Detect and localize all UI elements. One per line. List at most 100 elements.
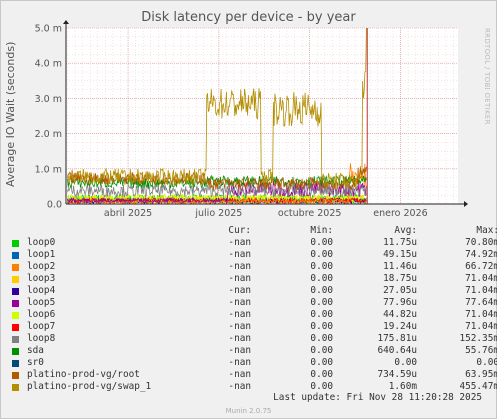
x-tick-labels: abril 2025 julio 2025 octubre 2025 enero 20… (104, 208, 428, 219)
legend-name: platino-prod-vg/swap_1 (27, 381, 152, 392)
series-lines (67, 27, 367, 205)
legend-swatch (12, 275, 19, 283)
legend-max: 71.04m (465, 285, 497, 296)
legend-name: loop3 (27, 273, 56, 284)
legend-item: loop0 -nan 0.00 11.75u 70.80m (12, 237, 497, 249)
legend-header: Cur: Min: Avg: Max: (12, 225, 497, 237)
legend-header-avg: Avg: (394, 225, 417, 236)
legend-max: 71.04m (465, 273, 497, 284)
legend-min: 0.00 (310, 357, 333, 368)
legend-min: 0.00 (310, 381, 333, 392)
legend-item: platino-prod-vg/swap_1 -nan 0.00 1.60m 455.4… (12, 381, 497, 393)
legend-name: loop8 (27, 333, 56, 344)
legend-cur: -nan (228, 345, 251, 356)
legend-item: platino-prod-vg/root -nan 0.00 734.59u 63.95… (12, 369, 497, 381)
legend-swatch (12, 347, 19, 355)
y-axis-arrow (63, 20, 69, 24)
legend-min: 0.00 (310, 309, 333, 320)
rrdtool-credit: RRDTOOL / TOBI OETIKER (483, 28, 491, 125)
legend-avg: 49.15u (383, 249, 417, 260)
x-tick-label: octubre 2025 (278, 208, 342, 219)
y-tick-label: 2.0 m (35, 129, 62, 140)
legend-swatch (12, 263, 19, 271)
legend: Cur: Min: Avg: Max: loop0 -nan 0.00 11.75u 7… (12, 225, 497, 393)
y-tick-labels: 0.0 1.0 m 2.0 m 3.0 m 4.0 m 5.0 m (35, 24, 62, 211)
legend-avg: 18.75u (383, 273, 417, 284)
legend-item: loop6 -nan 0.00 44.82u 71.04m (12, 309, 497, 321)
y-tick-label: 0.0 (47, 200, 62, 211)
legend-avg: 734.59u (377, 369, 417, 380)
legend-avg: 19.24u (383, 321, 417, 332)
legend-cur: -nan (228, 357, 251, 368)
legend-min: 0.00 (310, 333, 333, 344)
x-tick-label: abril 2025 (104, 208, 152, 219)
legend-header-min: Min: (310, 225, 333, 236)
legend-name: loop5 (27, 297, 56, 308)
legend-item: loop4 -nan 0.00 27.05u 71.04m (12, 285, 497, 297)
y-tick-label: 3.0 m (35, 94, 62, 105)
last-update: Last update: Fri Nov 28 11:20:28 2025 (273, 392, 482, 403)
legend-min: 0.00 (310, 297, 333, 308)
plot-area: 0.0 1.0 m 2.0 m 3.0 m 4.0 m 5.0 m abril 2025 j… (35, 20, 468, 219)
legend-cur: -nan (228, 237, 251, 248)
legend-item: loop3 -nan 0.00 18.75u 71.04m (12, 273, 497, 285)
legend-name: loop7 (27, 321, 56, 332)
legend-avg: 11.46u (383, 261, 417, 272)
legend-avg: 0.00 (394, 357, 417, 368)
grid-lines (66, 27, 458, 205)
legend-cur: -nan (228, 261, 251, 272)
legend-avg: 1.60m (388, 381, 417, 392)
legend-item: loop5 -nan 0.00 77.96u 77.64m (12, 297, 497, 309)
legend-name: sda (27, 345, 44, 356)
legend-max: 455.47m (459, 381, 497, 392)
legend-min: 0.00 (310, 285, 333, 296)
legend-max: 152.35m (459, 333, 497, 344)
legend-name: loop1 (27, 249, 56, 260)
series-line (67, 27, 367, 190)
legend-min: 0.00 (310, 369, 333, 380)
legend-max: 70.80m (465, 237, 497, 248)
legend-swatch (12, 335, 19, 343)
legend-avg: 640.64u (377, 345, 417, 356)
series-line (67, 183, 367, 199)
legend-max: 71.04m (465, 309, 497, 320)
legend-min: 0.00 (310, 345, 333, 356)
legend-max: 0.00 (476, 357, 497, 368)
legend-name: loop6 (27, 309, 56, 320)
legend-header-cur: Cur: (228, 225, 251, 236)
legend-avg: 77.96u (383, 297, 417, 308)
legend-max: 66.72m (465, 261, 497, 272)
legend-header-max: Max: (476, 225, 497, 236)
legend-item: sr0 -nan 0.00 0.00 0.00 (12, 357, 497, 369)
legend-min: 0.00 (310, 237, 333, 248)
munin-version: Munin 2.0.75 (225, 407, 272, 415)
legend-avg: 27.05u (383, 285, 417, 296)
legend-swatch (12, 371, 19, 379)
legend-item: sda -nan 0.00 640.64u 55.76m (12, 345, 497, 357)
legend-min: 0.00 (310, 249, 333, 260)
y-tick-label: 1.0 m (35, 164, 62, 175)
legend-min: 0.00 (310, 273, 333, 284)
legend-swatch (12, 323, 19, 331)
x-tick-label: enero 2026 (373, 208, 427, 219)
legend-max: 55.76m (465, 345, 497, 356)
y-tick-label: 5.0 m (35, 24, 62, 35)
axes (63, 20, 468, 207)
legend-swatch (12, 239, 19, 247)
legend-avg: 11.75u (383, 237, 417, 248)
legend-name: loop2 (27, 261, 56, 272)
x-tick-label: julio 2025 (194, 208, 242, 219)
legend-max: 71.04m (465, 321, 497, 332)
legend-swatch (12, 383, 19, 391)
legend-cur: -nan (228, 369, 251, 380)
legend-name: platino-prod-vg/root (27, 369, 140, 380)
legend-swatch (12, 251, 19, 259)
legend-cur: -nan (228, 309, 251, 320)
y-tick-label: 4.0 m (35, 59, 62, 70)
chart-title: Disk latency per device - by year (141, 10, 356, 25)
legend-name: loop4 (27, 285, 56, 296)
legend-min: 0.00 (310, 261, 333, 272)
legend-cur: -nan (228, 297, 251, 308)
legend-name: sr0 (27, 357, 44, 368)
legend-swatch (12, 299, 19, 307)
